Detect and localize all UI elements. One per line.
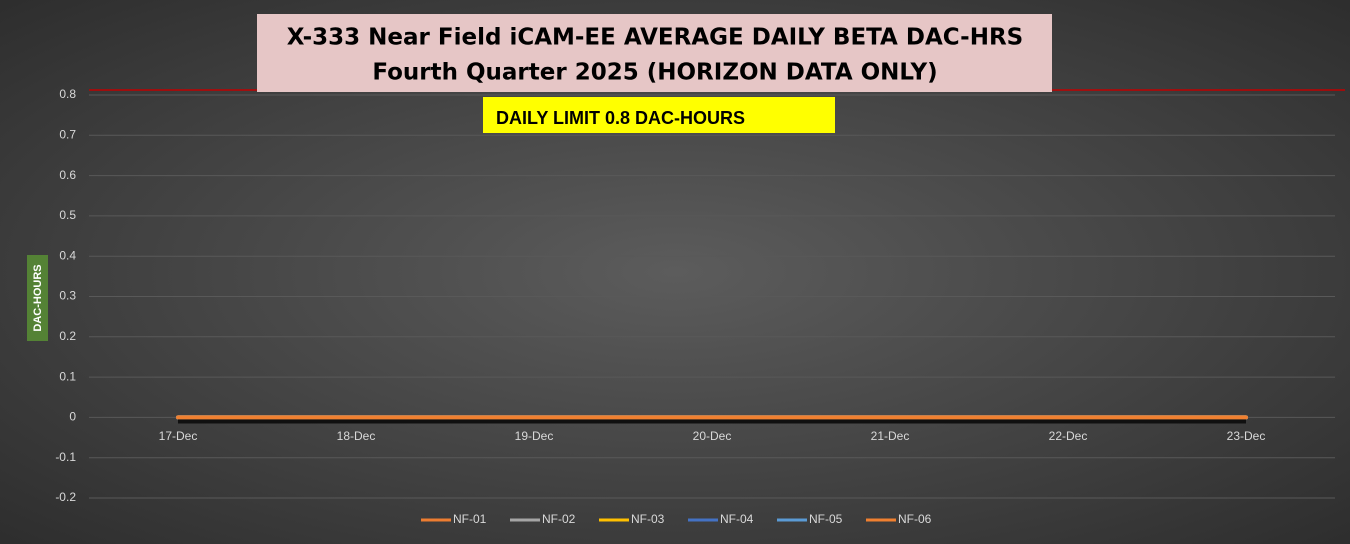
x-tick-label: 23-Dec bbox=[1227, 429, 1266, 443]
legend-label: NF-02 bbox=[542, 512, 576, 526]
x-tick-label: 19-Dec bbox=[515, 429, 554, 443]
y-tick-label: 0.1 bbox=[59, 369, 76, 383]
x-tick-label: 18-Dec bbox=[337, 429, 376, 443]
chart-subtitle: Fourth Quarter 2025 (HORIZON DATA ONLY) bbox=[372, 60, 937, 86]
y-axis-label: DAC-HOURS bbox=[32, 264, 44, 331]
legend-label: NF-01 bbox=[453, 512, 487, 526]
x-tick-label: 17-Dec bbox=[159, 429, 198, 443]
y-tick-label: 0 bbox=[69, 410, 76, 424]
y-tick-label: 0.8 bbox=[59, 87, 76, 101]
y-tick-label: 0.6 bbox=[59, 168, 76, 182]
title-box bbox=[257, 14, 1052, 92]
x-tick-label: 20-Dec bbox=[693, 429, 732, 443]
y-label-box bbox=[27, 255, 48, 341]
plot-area: -0.2 -0.1 0 0.1 0.2 0.3 0.4 0.5 0.6 0.7 0.8 17-Dec 1… bbox=[55, 87, 1345, 526]
chart-title: X-333 Near Field iCAM-EE AVERAGE DAILY B… bbox=[287, 25, 1023, 51]
annotation-box bbox=[483, 97, 835, 133]
annotation: DAILY LIMIT 0.8 DAC-HOURS bbox=[496, 108, 745, 128]
y-tick-label: 0.3 bbox=[59, 289, 76, 303]
legend-label: NF-03 bbox=[631, 512, 665, 526]
y-tick-label: 0.2 bbox=[59, 329, 76, 343]
y-tick-label: -0.2 bbox=[55, 490, 76, 504]
legend-label: NF-06 bbox=[898, 512, 932, 526]
x-tick-label: 21-Dec bbox=[871, 429, 910, 443]
legend-label: NF-04 bbox=[720, 512, 754, 526]
y-tick-label: 0.5 bbox=[59, 208, 76, 222]
legend-label: NF-05 bbox=[809, 512, 843, 526]
y-tick-label: 0.4 bbox=[59, 248, 76, 262]
y-tick-label: 0.7 bbox=[59, 127, 76, 141]
y-tick-label: -0.1 bbox=[55, 450, 76, 464]
x-tick-label: 22-Dec bbox=[1049, 429, 1088, 443]
